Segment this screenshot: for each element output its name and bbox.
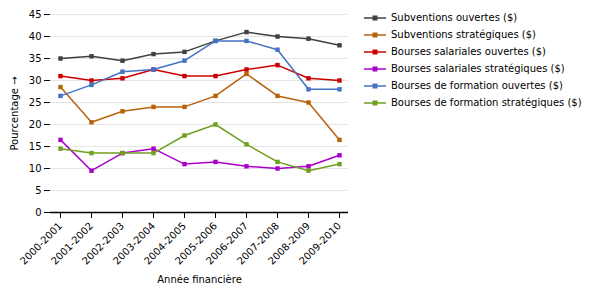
svg-text:0: 0 bbox=[35, 207, 41, 218]
svg-text:35: 35 bbox=[29, 53, 42, 64]
html-text:Subventions ouvertes ($): Subventions ouvertes ($) bbox=[391, 12, 518, 23]
svg-text:2002-2003: 2002-2003 bbox=[79, 220, 127, 267]
svg-text:40: 40 bbox=[29, 31, 42, 42]
html-text:Bourses de formation ouvertes: Bourses de formation ouvertes ($) bbox=[391, 80, 563, 91]
svg-text:2009-2010: 2009-2010 bbox=[297, 220, 343, 266]
svg-text:20: 20 bbox=[29, 119, 42, 130]
svg-text:5: 5 bbox=[35, 185, 41, 196]
svg-text:10: 10 bbox=[29, 163, 42, 174]
svg-text:25: 25 bbox=[29, 97, 42, 108]
svg-text:15: 15 bbox=[29, 141, 42, 152]
svg-text:2005-2006: 2005-2006 bbox=[172, 220, 220, 267]
svg-text:2000-2001: 2000-2001 bbox=[17, 220, 65, 267]
svg-text:2001-2002: 2001-2002 bbox=[48, 220, 96, 267]
svg-text:30: 30 bbox=[29, 75, 42, 86]
svg-text:2006-2007: 2006-2007 bbox=[203, 220, 251, 267]
html-text:Bourses de formation stratégiq: Bourses de formation stratégiques ($) bbox=[391, 97, 582, 108]
svg-text:Pourcentage →: Pourcentage → bbox=[9, 76, 20, 150]
svg-text:2004-2005: 2004-2005 bbox=[141, 220, 189, 267]
svg-text:Année financière: Année financière bbox=[157, 274, 242, 285]
svg-text:2003-2004: 2003-2004 bbox=[110, 220, 158, 267]
html-text:Bourses salariales ouvertes ($: Bourses salariales ouvertes ($) bbox=[391, 46, 546, 57]
html-text:Bourses salariales stratégique: Bourses salariales stratégiques ($) bbox=[391, 63, 565, 74]
svg-text:45: 45 bbox=[29, 9, 42, 20]
svg-text:2008-2009: 2008-2009 bbox=[265, 220, 313, 267]
html-text:Subventions stratégiques ($): Subventions stratégiques ($) bbox=[391, 29, 536, 40]
svg-text:2007-2008: 2007-2008 bbox=[234, 220, 282, 267]
